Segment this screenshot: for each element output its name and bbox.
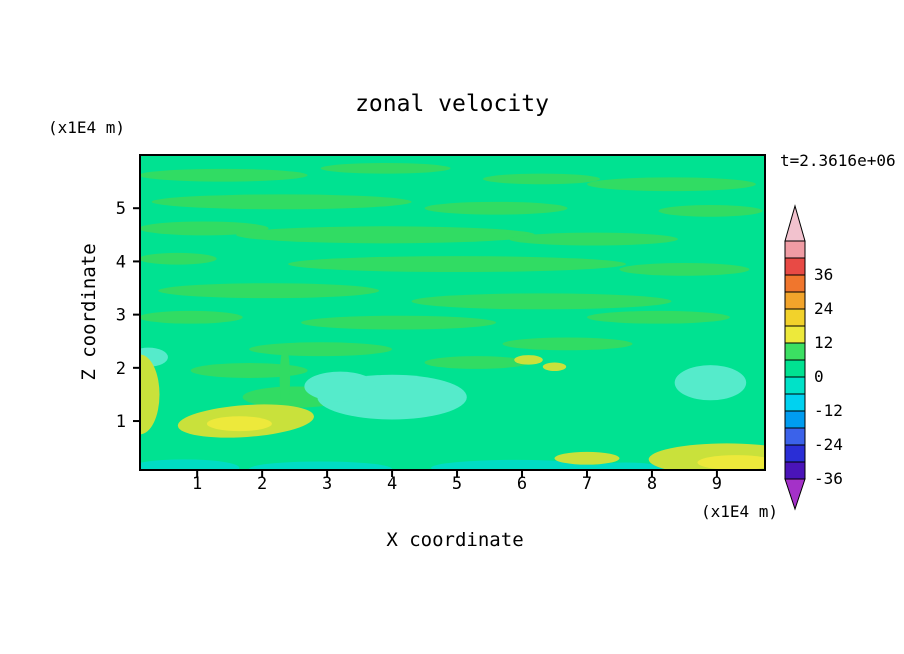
x-tick-label: 8 [647, 474, 657, 494]
colorbar-over-arrow [784, 204, 806, 242]
x-tick-label: 1 [192, 474, 202, 494]
contour-blob-green2 [140, 168, 308, 182]
colorbar-label: 36 [814, 265, 833, 284]
colorbar-label: 12 [814, 333, 833, 352]
contour-blob-green2 [158, 283, 380, 299]
contour-blob-green2 [502, 337, 633, 351]
contour-blob-green2 [236, 226, 536, 244]
y-tick-label: 2 [116, 359, 126, 379]
contour-blob-green2 [586, 177, 756, 192]
contour-blob-teal [249, 461, 393, 470]
colorbar-segment [784, 376, 806, 395]
contour-blob-ygreen [514, 355, 543, 365]
colorbar-segment [784, 325, 806, 344]
colorbar-segment [784, 342, 806, 361]
y-tick-label: 3 [116, 306, 126, 326]
colorbar-label: -24 [814, 435, 843, 454]
axis-ticks [133, 207, 718, 477]
colorbar-label: -36 [814, 469, 843, 488]
contour-blob-green2 [424, 201, 568, 215]
colorbar-segment [784, 359, 806, 378]
contour-blob-green2 [140, 221, 269, 236]
contour-blob-green2 [301, 315, 497, 330]
colorbar-segment [784, 291, 806, 310]
contour-blob-green2 [288, 256, 626, 273]
colorbar-segment [784, 427, 806, 446]
contour-blob-teal [431, 459, 600, 470]
x-tick-label: 5 [452, 474, 462, 494]
contour-blob-cyan [674, 365, 747, 401]
colorbar-segment [784, 240, 806, 259]
colorbar-segment [784, 461, 806, 480]
contour-blob-green2 [483, 173, 600, 185]
colorbar-segment [784, 274, 806, 293]
contour-blob-yellow [697, 455, 765, 470]
time-annotation: t=2.3616e+06 [780, 151, 896, 170]
contour-blob-green2 [424, 356, 529, 369]
x-tick-label: 6 [517, 474, 527, 494]
contour-blob-green2 [509, 232, 678, 246]
colorbar-label: -12 [814, 401, 843, 420]
contour-blob-green2 [619, 263, 750, 276]
contour-blob-green2 [658, 205, 763, 217]
contour-blob-yellow [206, 416, 272, 432]
colorbar-segment [784, 444, 806, 463]
plot-frame [139, 154, 766, 471]
chart-title: zonal velocity [355, 91, 549, 117]
x-tick-label: 2 [257, 474, 267, 494]
y-tick-label: 5 [116, 199, 126, 219]
colorbar-label: 0 [814, 367, 824, 386]
contour-blob-teal [140, 459, 240, 470]
contour-field [140, 155, 765, 470]
contour-blob-green2 [411, 293, 672, 310]
colorbar: 36 24 12 0 -12 -24 -36 [784, 204, 843, 511]
colorbar-segment [784, 393, 806, 412]
x-tick-label: 3 [322, 474, 332, 494]
contour-blob-green2 [140, 310, 243, 324]
contour-blob-green2 [320, 162, 451, 174]
contour-blob-green2 [151, 194, 412, 210]
y-tick-label: 4 [116, 252, 126, 272]
x-axis-unit: (x1E4 m) [701, 502, 778, 521]
colorbar-under-arrow [784, 478, 806, 511]
contour-blob-green2 [249, 342, 393, 357]
x-tick-label: 7 [582, 474, 592, 494]
axis-tick-labels: 1 2 3 4 5 6 7 8 9 1 2 3 4 5 [116, 199, 722, 494]
contour-blob-green2 [279, 346, 291, 411]
contour-blob-green2 [190, 363, 308, 378]
contour-blob-green2 [140, 252, 217, 265]
colorbar-segment [784, 410, 806, 429]
contour-blob-teal [586, 462, 665, 470]
contour-blob-ygreen [542, 362, 567, 372]
contour-blob-ygreen [554, 451, 620, 465]
y-axis-unit: (x1E4 m) [48, 118, 125, 137]
contour-blob-cyan [304, 371, 376, 402]
contour-blob-green2 [586, 310, 730, 324]
colorbar-label: 24 [814, 299, 833, 318]
x-tick-label: 9 [712, 474, 722, 494]
y-tick-label: 1 [116, 412, 126, 432]
contour-blob-ygreen [140, 354, 160, 435]
x-tick-label: 4 [387, 474, 397, 494]
colorbar-segment [784, 308, 806, 327]
y-axis-label: Z coordinate [78, 243, 100, 380]
x-axis-label: X coordinate [386, 529, 523, 551]
colorbar-segment [784, 257, 806, 276]
